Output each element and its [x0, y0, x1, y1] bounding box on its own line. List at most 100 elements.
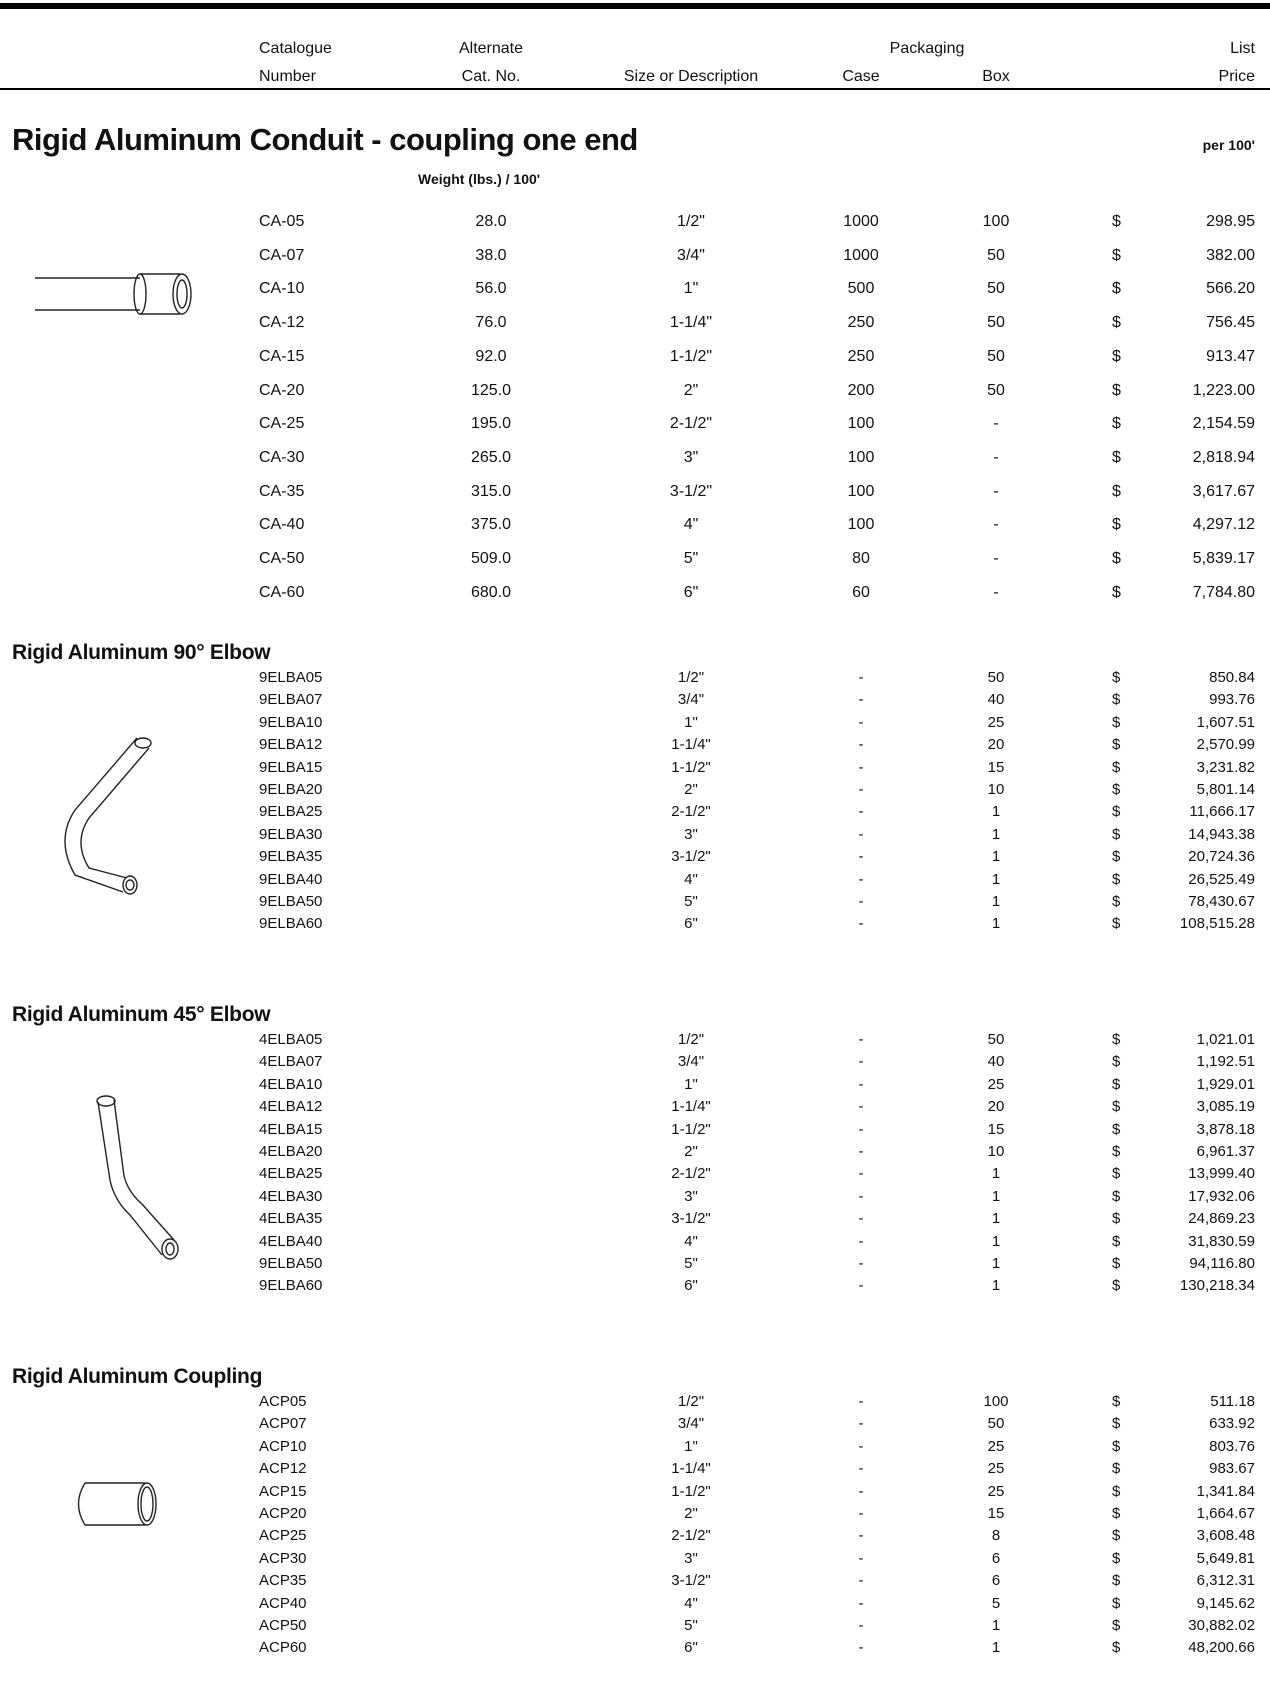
cell: CA-20 — [259, 381, 305, 399]
cell: 5" — [684, 1617, 698, 1634]
cell: - — [993, 583, 999, 601]
cell: 1-1/2" — [671, 758, 711, 776]
cell: $ — [1112, 1098, 1121, 1116]
cell: 3/4" — [677, 1053, 705, 1071]
cell: 509.0 — [470, 550, 512, 567]
cell: 50 — [987, 314, 1005, 332]
cell: 17,932.06 — [1188, 1187, 1255, 1205]
cell: - — [858, 1393, 864, 1410]
cell: 2,570.99 — [1196, 736, 1255, 754]
cell: $ — [1112, 713, 1121, 731]
cell: 26,525.49 — [1188, 870, 1255, 888]
unit-note: per 100' — [1202, 137, 1255, 153]
cell: 20,724.36 — [1188, 848, 1255, 866]
cell: 13,999.40 — [1188, 1165, 1255, 1183]
cell: 9ELBA05 — [259, 669, 323, 686]
cell: 80 — [852, 550, 870, 567]
cell: - — [858, 1437, 864, 1455]
cell: 1 — [991, 1187, 1001, 1205]
cell: - — [858, 1255, 864, 1272]
cell: 25 — [987, 1075, 1005, 1093]
cell: 20 — [987, 736, 1005, 754]
cell: 1-1/2" — [671, 1482, 711, 1500]
cell: $ — [1112, 1232, 1121, 1250]
cell: $ — [1112, 893, 1121, 910]
cell: 6" — [684, 915, 698, 933]
cell: - — [858, 1232, 864, 1250]
cell: 993.76 — [1209, 691, 1255, 709]
cell: $ — [1112, 1549, 1121, 1567]
cell: 60 — [852, 583, 870, 601]
coupling-image — [77, 1482, 157, 1526]
cell: 50 — [987, 347, 1005, 365]
cell: 2" — [684, 781, 698, 798]
cell: 3,231.82 — [1196, 758, 1255, 776]
cell: - — [858, 1639, 864, 1657]
cell: $ — [1112, 758, 1121, 776]
cell: 38.0 — [475, 246, 507, 264]
cell: 5,649.81 — [1196, 1549, 1255, 1567]
cell: 9ELBA15 — [259, 758, 323, 776]
cell: $ — [1112, 1143, 1121, 1160]
cell: 756.45 — [1206, 314, 1255, 332]
cell: 50 — [987, 1415, 1005, 1433]
cell: 100 — [847, 415, 875, 433]
cell: $ — [1112, 1277, 1121, 1295]
cell: $ — [1112, 781, 1121, 798]
cell: $ — [1112, 1617, 1121, 1634]
cell: 3-1/2" — [671, 1572, 711, 1590]
cell: 1 — [991, 1232, 1001, 1250]
cell: 9ELBA50 — [259, 893, 323, 910]
cell: 1 — [991, 825, 1001, 843]
cell: 2-1/2" — [671, 803, 711, 821]
section-title: Rigid Aluminum Coupling — [12, 1365, 263, 1388]
cell: 9,145.62 — [1196, 1594, 1255, 1612]
cell: 50 — [987, 1031, 1005, 1048]
cell: 100 — [847, 448, 875, 466]
cell: 100 — [847, 482, 875, 500]
cell: CA-60 — [259, 583, 305, 601]
cell: 25 — [987, 1482, 1005, 1500]
cell: 1,021.01 — [1196, 1031, 1255, 1048]
cell: 1000 — [843, 246, 879, 264]
cell: $ — [1112, 583, 1121, 601]
cell: 25 — [987, 713, 1005, 731]
cell: $ — [1112, 213, 1121, 230]
cell: 3-1/2" — [671, 848, 711, 866]
cell: - — [858, 1572, 864, 1590]
top-rule — [0, 3, 1270, 9]
cell: 2-1/2" — [671, 1165, 711, 1183]
cell: - — [993, 482, 999, 500]
cell: 4ELBA20 — [259, 1143, 323, 1160]
cell: 250 — [847, 314, 875, 332]
cell: $ — [1112, 482, 1121, 500]
cell: 566.20 — [1206, 280, 1255, 298]
cell: - — [858, 1482, 864, 1500]
cell: 6,961.37 — [1196, 1143, 1255, 1160]
cell: 4ELBA12 — [259, 1098, 323, 1116]
cell: - — [858, 1210, 864, 1228]
cell: 2" — [684, 1505, 698, 1522]
cell: ACP15 — [259, 1482, 307, 1500]
cell: 15 — [987, 758, 1005, 776]
cell: 8 — [991, 1527, 1001, 1545]
cell: 6" — [684, 1639, 698, 1657]
cell: 3,878.18 — [1196, 1120, 1255, 1138]
cell: $ — [1112, 1187, 1121, 1205]
cell: $ — [1112, 1527, 1121, 1545]
cell: 1-1/4" — [669, 314, 713, 332]
cell: 100 — [983, 1393, 1009, 1410]
cell: 511.18 — [1210, 1393, 1255, 1410]
cell: 3-1/2" — [669, 482, 713, 500]
cell: 130,218.34 — [1179, 1277, 1255, 1295]
cell: CA-40 — [259, 516, 305, 534]
header: Catalogue — [259, 40, 332, 57]
cell: 200 — [847, 381, 875, 399]
cell: 1-1/2" — [669, 347, 713, 365]
cell: 24,869.23 — [1188, 1210, 1255, 1228]
cell: $ — [1112, 1594, 1121, 1612]
cell: ACP35 — [259, 1572, 307, 1590]
cell: 2" — [683, 381, 699, 399]
cell: 94,116.80 — [1189, 1255, 1255, 1272]
cell: CA-50 — [259, 550, 305, 567]
